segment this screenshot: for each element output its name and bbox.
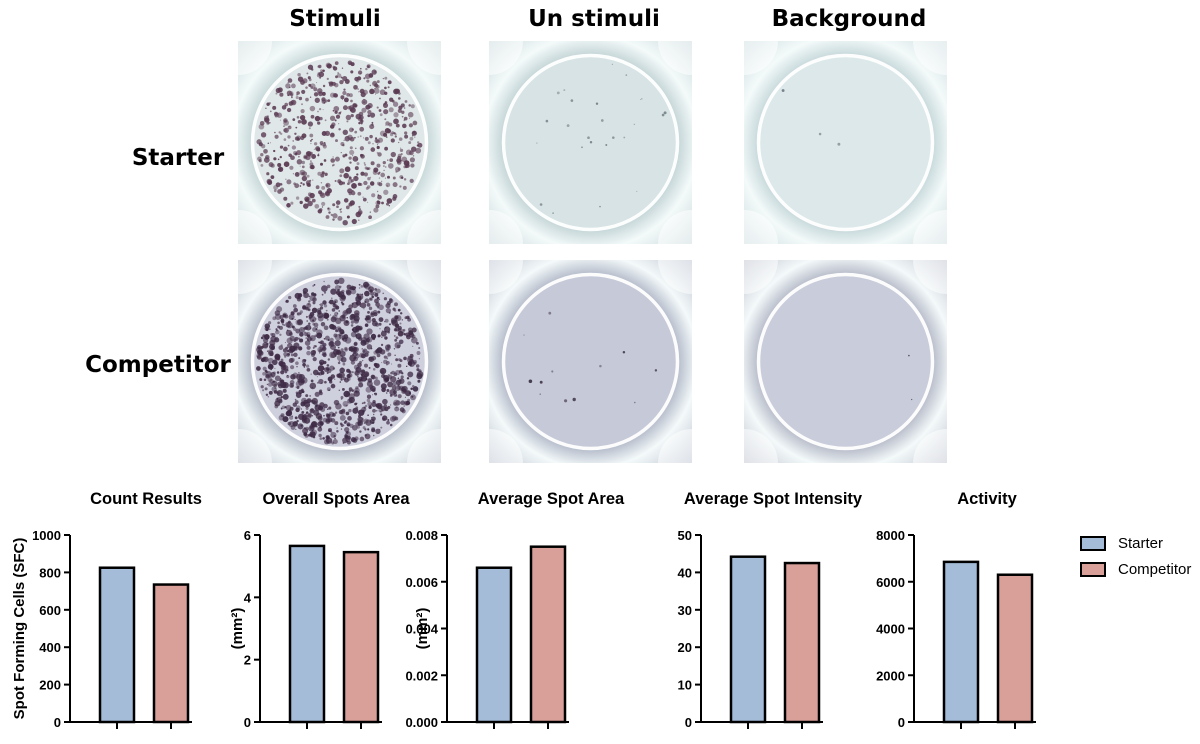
chart-title-activity: Activity (957, 490, 1017, 508)
bar-2-competitor (529, 545, 567, 724)
y-tick-label-4-4: 8000 (876, 528, 905, 543)
y-tick-label-4-3: 6000 (876, 575, 905, 590)
chart-title-average-spot-area: Average Spot Area (477, 490, 625, 508)
bar-3-competitor (783, 561, 821, 724)
bar-4-starter (942, 560, 980, 724)
y-tick-label-3-5: 50 (678, 528, 692, 543)
y-tick-label-0-4: 800 (39, 565, 61, 580)
column-header-un-stimuli: Un stimuli (528, 6, 660, 32)
legend-item-starter: Starter (1080, 535, 1191, 552)
y-tick-label-1-3: 6 (244, 528, 251, 543)
y-tick-label-0-3: 600 (39, 603, 61, 618)
bar-4-competitor (996, 573, 1034, 724)
y-tick-label-1-1: 2 (244, 653, 251, 668)
well-image-starter-unstimuli (489, 41, 692, 244)
y-tick-label-4-2: 4000 (876, 622, 905, 637)
y-tick-label-0-2: 400 (39, 640, 61, 655)
legend-swatch-competitor (1080, 562, 1106, 577)
y-axis-label-0: Spot Forming Cells (SFC) (11, 538, 28, 720)
legend-item-competitor: Competitor (1080, 561, 1191, 578)
y-tick-label-3-0: 0 (685, 715, 692, 730)
row-header-starter: Starter (131, 145, 225, 171)
bar-0-starter (98, 566, 136, 724)
y-tick-label-1-0: 0 (244, 715, 251, 730)
y-axis-label-1: (mm²) (229, 608, 246, 650)
y-tick-label-2-2: 0.004 (405, 622, 438, 637)
column-header-stimuli: Stimuli (289, 6, 381, 32)
legend-swatch-starter (1080, 536, 1106, 551)
well-image-competitor-background (744, 260, 947, 463)
bar-1-competitor (342, 550, 380, 724)
legend-label-competitor: Competitor (1118, 561, 1192, 578)
chart-title-average-spot-intensity: Average Spot Intensity (683, 490, 863, 508)
y-tick-label-4-1: 2000 (876, 668, 905, 683)
bar-1-starter (288, 544, 326, 724)
bar-2-starter (475, 566, 513, 724)
legend-label-starter: Starter (1118, 535, 1164, 552)
y-tick-label-2-4: 0.008 (405, 528, 438, 543)
column-header-background: Background (771, 6, 927, 32)
y-tick-label-3-1: 10 (678, 678, 692, 693)
y-tick-label-4-0: 0 (898, 715, 905, 730)
y-tick-label-0-5: 1000 (32, 528, 61, 543)
y-tick-label-0-1: 200 (39, 678, 61, 693)
y-tick-label-2-0: 0.000 (405, 715, 438, 730)
y-tick-label-1-2: 4 (244, 590, 252, 605)
row-header-competitor: Competitor (85, 352, 231, 378)
y-axis-label-2: (mm²) (414, 608, 431, 650)
well-image-starter-stimuli (238, 41, 441, 244)
well-image-starter-background (744, 41, 947, 244)
chart-title-overall-spots-area: Overall Spots Area (262, 490, 410, 508)
y-tick-label-3-3: 30 (678, 603, 692, 618)
bar-3-starter (729, 555, 767, 724)
bar-0-competitor (152, 583, 190, 724)
well-image-competitor-stimuli (238, 260, 441, 463)
y-tick-label-3-2: 20 (678, 640, 692, 655)
y-tick-label-3-4: 40 (678, 565, 692, 580)
y-tick-label-2-3: 0.006 (405, 575, 438, 590)
legend: Starter Competitor (1080, 535, 1191, 587)
y-tick-label-2-1: 0.002 (405, 668, 438, 683)
y-tick-label-0-0: 0 (54, 715, 61, 730)
chart-title-count-results: Count Results (90, 490, 202, 508)
well-image-competitor-unstimuli (489, 260, 692, 463)
